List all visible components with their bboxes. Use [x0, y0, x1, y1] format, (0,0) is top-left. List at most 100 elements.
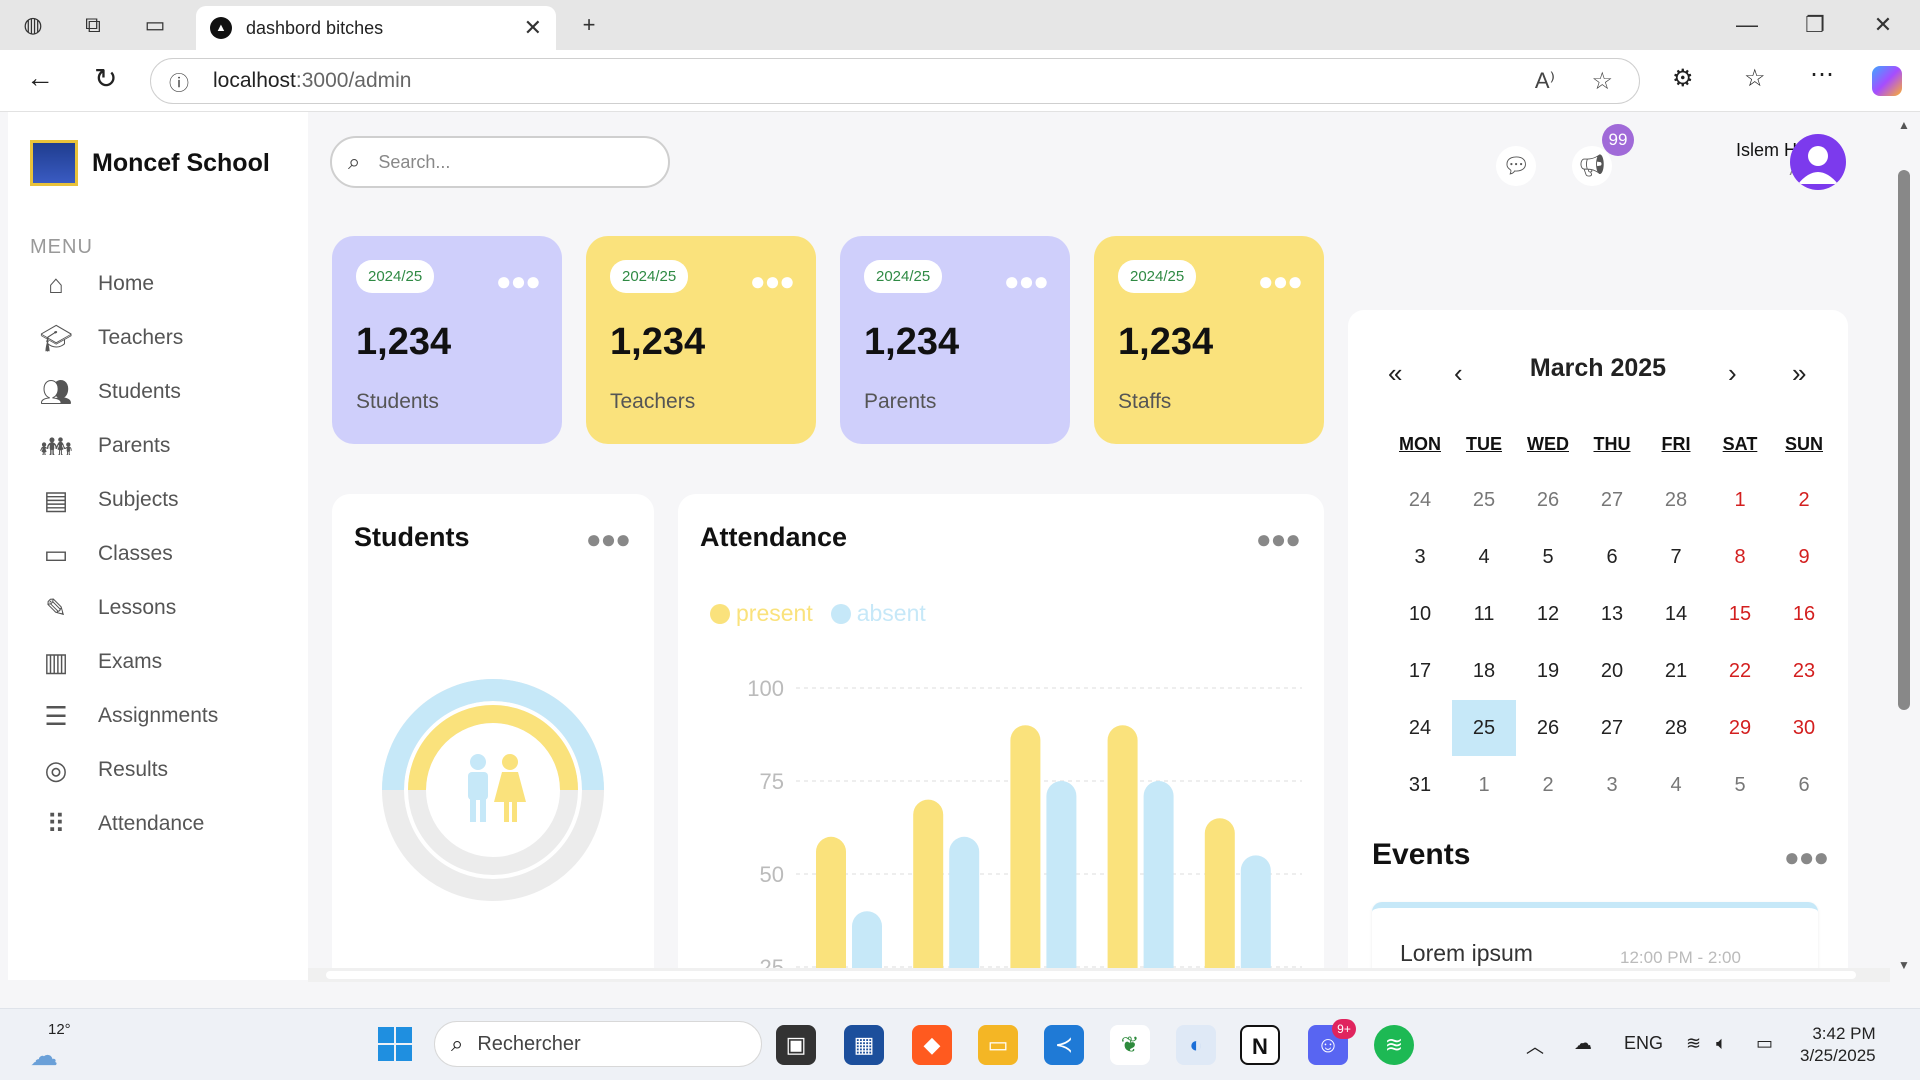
calendar-day[interactable]: 31 [1408, 774, 1432, 796]
calendar-day[interactable]: 6 [1606, 546, 1618, 568]
calendar-day[interactable]: 16 [1792, 603, 1816, 625]
close-window-icon[interactable]: ✕ [1873, 12, 1893, 37]
next-year-icon[interactable]: » [1792, 358, 1807, 388]
calendar-day[interactable]: 3 [1414, 546, 1426, 568]
notion-icon[interactable]: N [1240, 1025, 1280, 1065]
sidebar-item-lessons[interactable]: ✎ Lessons [38, 588, 176, 628]
search-input[interactable] [378, 151, 639, 173]
calendar-day[interactable]: 4 [1478, 546, 1490, 568]
sidebar-item-classes[interactable]: ▭ Classes [38, 534, 173, 574]
info-icon[interactable]: ⓘ [169, 72, 189, 95]
mongodb-compass-icon[interactable]: ❦ [1110, 1025, 1150, 1065]
students-more-icon[interactable]: ●●● [585, 524, 631, 554]
card-more-icon[interactable]: ●●● [1003, 266, 1049, 296]
spotify-icon[interactable]: ≋ [1374, 1025, 1414, 1065]
calendar-day[interactable]: 19 [1536, 660, 1560, 682]
vertical-scrollbar[interactable]: ▲ ▼ [1890, 112, 1920, 980]
calendar-day[interactable]: 5 [1734, 774, 1746, 796]
sidebar-item-home[interactable]: ⌂ Home [38, 264, 154, 304]
calendar-day[interactable]: 2 [1542, 774, 1554, 796]
event-card[interactable]: Lorem ipsum 12:00 PM - 2:00 [1372, 902, 1818, 980]
calendar-day[interactable]: 18 [1472, 660, 1496, 682]
workspaces-icon[interactable]: ⧉ [85, 12, 101, 37]
calendar-day[interactable]: 24 [1408, 489, 1432, 511]
more-icon[interactable]: ⋯ [1810, 61, 1834, 88]
calendar-day[interactable]: 1 [1478, 774, 1490, 796]
wifi-icon[interactable]: ≋ [1686, 1033, 1702, 1053]
prev-month-icon[interactable]: ‹ [1454, 358, 1463, 388]
taskbar-search[interactable]: ⌕ Rechercher [434, 1021, 762, 1067]
onedrive-offline-icon[interactable]: ☁ [1574, 1033, 1592, 1053]
sidebar-item-attendance[interactable]: ⠿ Attendance [38, 804, 204, 844]
message-icon[interactable]: 💬︎ [1496, 146, 1536, 186]
attendance-more-icon[interactable]: ●●● [1255, 524, 1301, 554]
sidebar-item-results[interactable]: ◎ Results [38, 750, 168, 790]
events-more-icon[interactable]: ●●● [1784, 842, 1829, 872]
calendar-day[interactable]: 14 [1664, 603, 1688, 625]
minimize-icon[interactable]: — [1736, 12, 1758, 37]
read-aloud-icon[interactable]: A⁾ [1534, 68, 1555, 93]
calendar-day[interactable]: 28 [1664, 489, 1688, 511]
calendar-day[interactable]: 29 [1728, 717, 1752, 739]
stat-card-staffs[interactable]: 2024/25 ●●● 1,234 Staffs [1094, 236, 1324, 444]
edge-browser-icon[interactable]: ◐ [1176, 1025, 1216, 1065]
refresh-icon[interactable]: ↻ [94, 63, 118, 94]
language-indicator[interactable]: ENG [1624, 1033, 1664, 1053]
store-app-icon[interactable]: ▦ [844, 1025, 884, 1065]
calendar-day[interactable]: 25 [1452, 700, 1516, 756]
vscode-icon[interactable]: ≺ [1044, 1025, 1084, 1065]
back-icon[interactable]: ← [26, 62, 54, 93]
profile-icon[interactable]: ◍ [23, 12, 43, 37]
calendar-day[interactable]: 22 [1728, 660, 1752, 682]
extensions-icon[interactable]: ⚙ [1672, 65, 1694, 92]
url-field[interactable]: ⓘ localhost:3000/admin A⁾ ☆ [150, 58, 1640, 104]
card-more-icon[interactable]: ●●● [495, 266, 541, 296]
sidebar-item-exams[interactable]: ▥ Exams [38, 642, 162, 682]
calendar-day[interactable]: 5 [1542, 546, 1554, 568]
avatar[interactable] [1790, 134, 1846, 190]
scroll-up-icon[interactable]: ▲ [1898, 118, 1910, 132]
file-explorer-icon[interactable]: ▭ [978, 1025, 1018, 1065]
calendar-day[interactable]: 13 [1600, 603, 1624, 625]
volume-icon[interactable]: 🔈︎ [1716, 1033, 1727, 1053]
calendar-day[interactable]: 11 [1473, 603, 1495, 625]
calendar-day[interactable]: 30 [1792, 717, 1816, 739]
search-box[interactable]: ⌕ [330, 136, 670, 188]
calendar-day[interactable]: 10 [1408, 603, 1432, 625]
calendar-day[interactable]: 4 [1670, 774, 1682, 796]
restore-icon[interactable]: ❐ [1805, 12, 1825, 37]
new-tab-icon[interactable]: + [582, 12, 596, 37]
calendar-day[interactable]: 6 [1798, 774, 1810, 796]
favorites-icon[interactable]: ☆ [1744, 65, 1766, 92]
card-more-icon[interactable]: ●●● [1257, 266, 1303, 296]
sidebar-item-teachers[interactable]: 🎓︎ Teachers [38, 318, 183, 358]
sidebar-item-assignments[interactable]: ☰ Assignments [38, 696, 218, 736]
stat-card-parents[interactable]: 2024/25 ●●● 1,234 Parents [840, 236, 1070, 444]
calendar-day[interactable]: 17 [1408, 660, 1432, 682]
calendar-day[interactable]: 27 [1600, 717, 1624, 739]
calendar-day[interactable]: 7 [1670, 546, 1682, 568]
clock[interactable]: 3:42 PM 3/25/2025 [1800, 1023, 1876, 1067]
calendar-day[interactable]: 25 [1472, 489, 1496, 511]
calendar-day[interactable]: 20 [1600, 660, 1624, 682]
calendar-day[interactable]: 23 [1792, 660, 1816, 682]
calendar-day[interactable]: 24 [1408, 717, 1432, 739]
brand[interactable]: Moncef School [30, 140, 270, 186]
card-more-icon[interactable]: ●●● [749, 266, 795, 296]
copilot-icon[interactable] [1872, 66, 1902, 96]
calendar-day[interactable]: 27 [1600, 489, 1624, 511]
task-view-icon[interactable]: ▣ [776, 1025, 816, 1065]
calendar-day[interactable]: 28 [1664, 717, 1688, 739]
calendar-day[interactable]: 1 [1734, 489, 1746, 511]
next-month-icon[interactable]: › [1728, 358, 1737, 388]
sidebar-item-students[interactable]: 👥︎ Students [38, 372, 180, 412]
calendar-day[interactable]: 8 [1734, 546, 1746, 568]
start-icon[interactable] [378, 1027, 412, 1061]
sidebar-item-parents[interactable]: 👪︎ Parents [38, 426, 170, 466]
calendar-day[interactable]: 15 [1728, 603, 1752, 625]
calendar-day[interactable]: 12 [1536, 603, 1560, 625]
announcement-icon[interactable]: 📢︎ [1572, 146, 1612, 186]
scroll-thumb[interactable] [1898, 170, 1910, 710]
show-hidden-icons-icon[interactable]: ︿ [1526, 1037, 1544, 1057]
scroll-down-icon[interactable]: ▼ [1898, 958, 1910, 972]
